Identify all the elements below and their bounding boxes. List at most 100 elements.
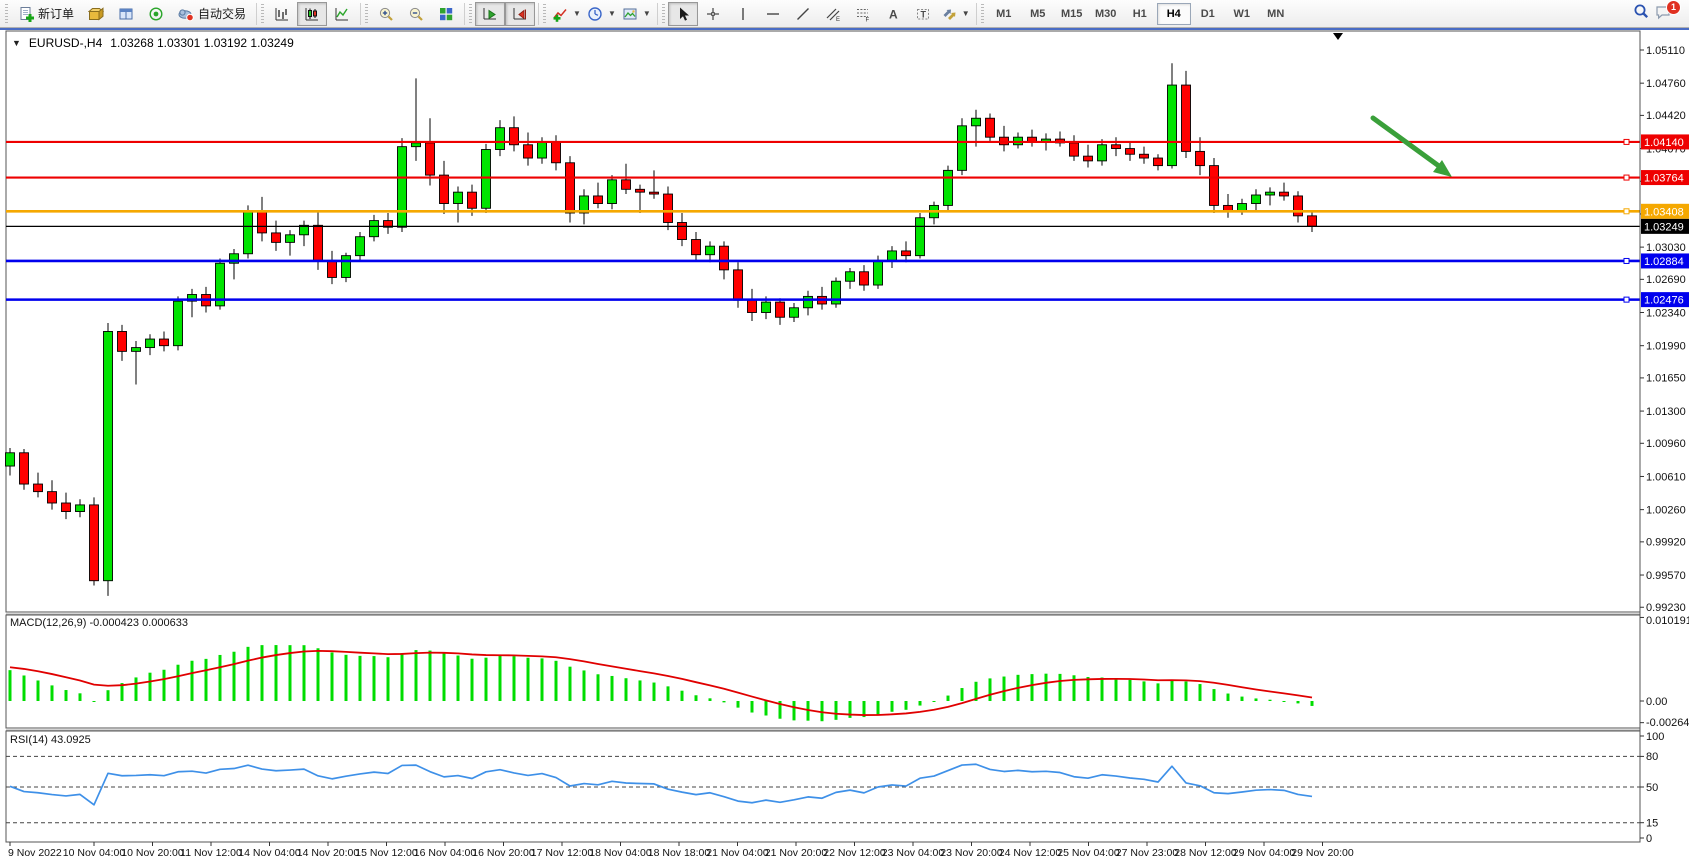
timeframe-button-H1[interactable]: H1 xyxy=(1132,7,1147,20)
line-handle[interactable] xyxy=(1623,296,1630,303)
chart-line-button[interactable] xyxy=(327,2,357,26)
timeframe-button-M30[interactable]: M30 xyxy=(1095,7,1117,20)
cursor-button[interactable] xyxy=(667,1,698,26)
vertical-line-icon xyxy=(742,7,744,20)
macd-histogram-bar xyxy=(428,650,432,701)
vertical-line-button[interactable] xyxy=(728,2,758,26)
candle-body xyxy=(971,117,981,127)
price-level-badge-text: 1.02476 xyxy=(1644,295,1684,307)
line-handle[interactable] xyxy=(1623,208,1630,215)
candle-body xyxy=(1097,144,1107,162)
chart-shift-button[interactable] xyxy=(505,1,536,26)
macd-histogram-bar xyxy=(1100,677,1104,701)
market-watch-button[interactable] xyxy=(81,2,111,26)
fibonacci-button[interactable]: F xyxy=(848,2,878,26)
timeframe-button-D1[interactable]: D1 xyxy=(1200,7,1215,20)
toolbar-grip xyxy=(5,3,8,24)
horizontal-line-button[interactable] xyxy=(758,2,788,26)
zoom-in-button[interactable] xyxy=(371,2,401,26)
trend-arrow-head[interactable] xyxy=(1433,160,1452,177)
horizontal-line-icon xyxy=(766,12,779,15)
macd-histogram-bar xyxy=(890,701,894,712)
autotrading-button[interactable]: 自动交易 xyxy=(171,2,253,26)
candle-body xyxy=(887,250,897,261)
timeframe-button-M1[interactable]: M1 xyxy=(996,7,1012,20)
candle-body xyxy=(733,269,743,301)
timeframe-button-W1[interactable]: W1 xyxy=(1233,7,1250,20)
auto-scroll-button[interactable] xyxy=(475,1,506,26)
text-button[interactable]: A xyxy=(878,2,908,26)
macd-indicator-label: MACD(12,26,9) -0.000423 0.000633 xyxy=(10,617,188,629)
zoom-out-button[interactable] xyxy=(401,2,431,26)
macd-histogram-bar xyxy=(1156,683,1160,701)
zoom-out-icon xyxy=(409,7,423,21)
macd-histogram-bar xyxy=(470,658,474,701)
trend-arrow-annotation[interactable] xyxy=(1370,115,1446,172)
indicators-button[interactable]: ▼ xyxy=(549,2,584,26)
macd-histogram-bar xyxy=(106,690,110,701)
terminal-button[interactable] xyxy=(141,2,171,26)
rsi-indicator-label: RSI(14) 43.0925 xyxy=(10,734,91,746)
price-level-badge-text: 1.02884 xyxy=(1644,256,1684,268)
chart-top-marker-icon[interactable] xyxy=(1333,33,1343,40)
chart-symbol-title[interactable]: ▼ EURUSD-,H4 1.03268 1.03301 1.03192 1.0… xyxy=(12,36,294,50)
candle-body xyxy=(5,452,15,467)
macd-histogram-bar xyxy=(722,701,726,703)
macd-histogram-bar xyxy=(1142,681,1146,701)
candle-body xyxy=(243,210,253,255)
dropdown-arrow-icon[interactable]: ▼ xyxy=(642,9,651,18)
timeframe-button-M5[interactable]: M5 xyxy=(1030,7,1046,20)
candle-body xyxy=(537,141,547,159)
navigator-button[interactable] xyxy=(111,2,141,26)
macd-histogram-bar xyxy=(1002,676,1006,701)
chart-menu-arrow-icon[interactable]: ▼ xyxy=(12,38,21,48)
line-handle[interactable] xyxy=(1623,138,1630,145)
macd-histogram-bar xyxy=(232,651,236,701)
candle-body xyxy=(691,239,701,256)
macd-histogram-bar xyxy=(246,646,250,701)
macd-histogram-bar xyxy=(498,655,502,701)
candle-body xyxy=(789,307,799,318)
price-level-badge xyxy=(1641,292,1689,308)
dropdown-arrow-icon[interactable]: ▼ xyxy=(573,9,581,18)
search-button[interactable] xyxy=(1633,3,1649,24)
line-handle[interactable] xyxy=(1623,174,1630,181)
channel-icon: E xyxy=(826,8,840,22)
new-order-button[interactable]: 新订单 xyxy=(11,2,81,26)
macd-histogram-bar xyxy=(78,693,82,701)
dropdown-arrow-icon[interactable]: ▼ xyxy=(961,9,970,18)
chart-bars-button[interactable] xyxy=(267,2,297,26)
auto-scroll-icon xyxy=(483,7,497,19)
chat-button[interactable]: 1 xyxy=(1655,0,1681,24)
timeframe-button-H4[interactable]: H4 xyxy=(1156,2,1191,25)
macd-histogram-bar xyxy=(1184,681,1188,701)
macd-histogram-bar xyxy=(946,695,950,701)
chart-bars-icon xyxy=(275,7,289,20)
timeframe-button-M15[interactable]: M15 xyxy=(1061,7,1083,20)
equidistant-channel-button[interactable]: E xyxy=(818,2,848,26)
tile-windows-button[interactable] xyxy=(431,2,461,26)
crosshair-icon xyxy=(706,7,719,20)
candle-body xyxy=(145,338,155,349)
date-tick-label: 24 Nov 12:00 xyxy=(999,847,1062,859)
timeframe-button-MN[interactable]: MN xyxy=(1267,7,1285,20)
text-a-icon: A xyxy=(889,7,898,21)
svg-text:E: E xyxy=(836,17,840,22)
macd-histogram-bar xyxy=(64,690,68,701)
chart-candles-button[interactable] xyxy=(297,1,328,26)
text-label-button[interactable]: T xyxy=(908,2,938,26)
trend-line-button[interactable] xyxy=(788,2,818,26)
dropdown-arrow-icon[interactable]: ▼ xyxy=(607,9,616,18)
price-level-badge xyxy=(1641,253,1689,269)
crosshair-button[interactable] xyxy=(698,2,728,26)
macd-histogram-bar xyxy=(708,698,712,701)
templates-button[interactable]: ▼ xyxy=(619,2,654,26)
macd-histogram-bar xyxy=(1268,699,1272,701)
line-handle[interactable] xyxy=(1623,257,1630,264)
macd-histogram-bar xyxy=(260,645,264,701)
periods-button[interactable]: ▼ xyxy=(584,2,619,26)
cube-icon xyxy=(88,6,105,21)
arrows-tool-button[interactable]: ▼ xyxy=(938,2,973,26)
price-level-badge xyxy=(1641,134,1689,150)
